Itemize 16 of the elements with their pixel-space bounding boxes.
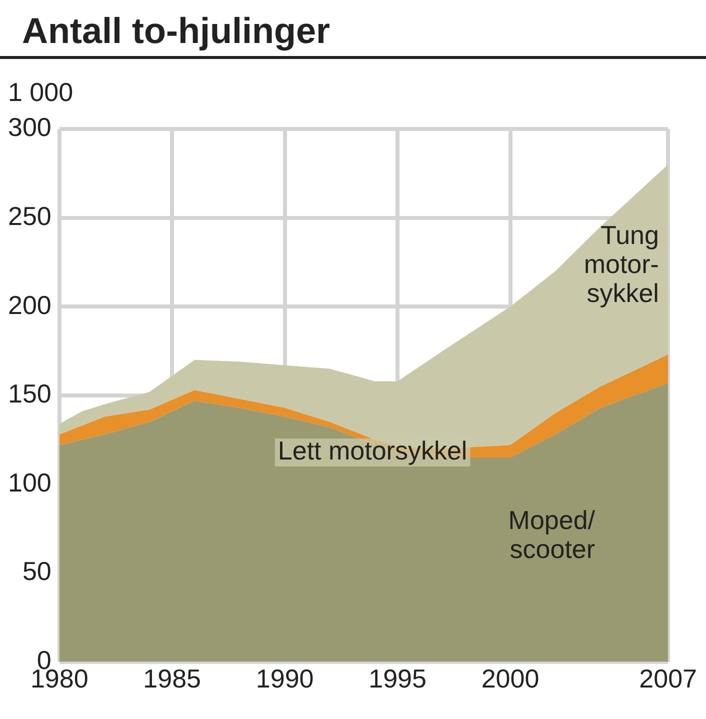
- y-tick-label: 50: [22, 556, 52, 586]
- x-tick-label: 1995: [368, 664, 426, 694]
- series-label: Lett motorsykkel: [278, 436, 468, 466]
- y-tick-label: 200: [8, 290, 52, 320]
- y-tick-label: 250: [8, 200, 52, 231]
- x-tick-label: 1985: [143, 664, 202, 694]
- y-tick-label: 150: [8, 378, 52, 409]
- chart-title: Antall to-hjulinger: [0, 0, 706, 59]
- y-tick-label: 100: [8, 467, 52, 498]
- x-tick-label: 2007: [639, 664, 697, 694]
- series-label: Moped/ scooter: [508, 505, 596, 564]
- series-label: Tung motor- sykkel: [584, 220, 659, 308]
- y-tick-label: 300: [8, 112, 52, 142]
- x-tick-label: 1990: [256, 664, 314, 694]
- y-axis-title: 1 000: [8, 77, 74, 108]
- x-tick-label: 2000: [481, 664, 540, 694]
